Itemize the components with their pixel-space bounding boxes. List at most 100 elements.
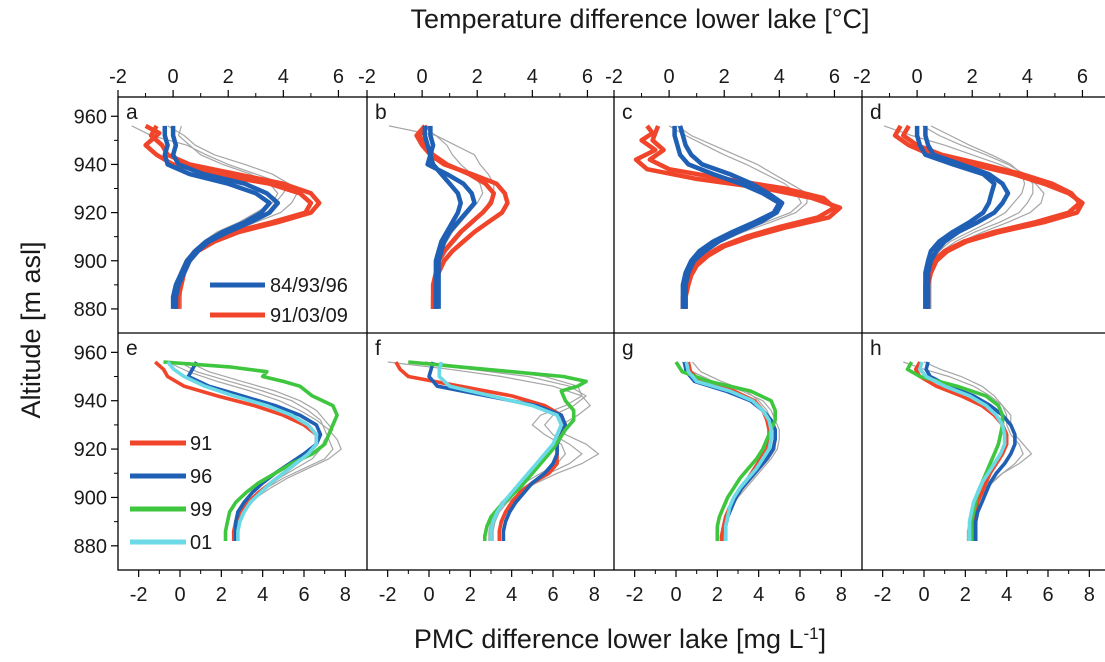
panel-letter-h: h <box>870 337 882 360</box>
top-x-tick-label: 4 <box>278 66 289 88</box>
panel-letter-b: b <box>375 101 387 124</box>
bottom-x-tick-label: 2 <box>216 584 227 606</box>
top-x-axis: -2 0 2 4 6 -2 0 2 4 6 -2 0 2 4 6 -2 0 2 4 6 <box>109 66 1088 97</box>
bottom-axis-title-superscript: -1 <box>804 624 819 643</box>
panel-letter-g: g <box>622 337 634 360</box>
top-x-tick-label: 0 <box>417 66 428 88</box>
legend-top-row: 84/93/96 91/03/09 <box>210 275 348 327</box>
bottom-x-tick-label: 8 <box>836 584 847 606</box>
gray-profile-line <box>387 361 600 541</box>
bottom-x-tick-label: 0 <box>670 584 681 606</box>
bottom-x-tick-label: 0 <box>423 584 434 606</box>
panel-letter-a: a <box>126 101 138 124</box>
legend-label: 99 <box>190 499 212 521</box>
legend-bottom-row: 91 96 99 01 <box>130 433 212 554</box>
blue-profile-line <box>162 125 272 309</box>
top-x-tick-label: 4 <box>774 66 785 88</box>
cyan-profile-line <box>437 361 564 541</box>
panel-c <box>633 124 843 309</box>
y-tick-label: 940 <box>74 391 107 413</box>
bottom-axis-title: PMC difference lower lake [mg L-1] <box>414 624 826 655</box>
panel-h <box>903 361 1033 541</box>
top-x-tick-label: 2 <box>472 66 483 88</box>
bottom-x-tick-label: 2 <box>712 584 723 606</box>
top-x-tick-label: 6 <box>333 66 344 88</box>
y-axis-title: Altitude [m asl] <box>16 241 46 418</box>
panel-letter-f: f <box>375 337 381 360</box>
y-tick-label: 900 <box>74 251 107 273</box>
top-x-tick-label: -2 <box>109 66 127 88</box>
bottom-x-tick-label: -2 <box>874 584 892 606</box>
top-x-tick-label: 2 <box>967 66 978 88</box>
panel-f <box>387 360 600 541</box>
top-x-tick-label: 0 <box>912 66 923 88</box>
top-x-tick-label: -2 <box>853 66 871 88</box>
green-profile-line <box>674 361 777 541</box>
bottom-x-tick-label: 8 <box>589 584 600 606</box>
top-x-tick-label: 2 <box>223 66 234 88</box>
bottom-x-tick-label: 0 <box>918 584 929 606</box>
bottom-x-tick-label: -2 <box>379 584 397 606</box>
top-x-tick-label: 6 <box>1077 66 1088 88</box>
bottom-x-tick-label: 6 <box>1042 584 1053 606</box>
y-axis: 880 900 920 940 960 880 900 920 940 960 <box>74 106 118 558</box>
blue-profile-line <box>923 125 1011 309</box>
bottom-x-tick-label: 4 <box>506 584 517 606</box>
top-x-tick-label: 2 <box>719 66 730 88</box>
top-x-tick-label: 0 <box>168 66 179 88</box>
y-tick-label: 960 <box>74 342 107 364</box>
bottom-x-tick-label: 6 <box>298 584 309 606</box>
bottom-axis-title-close: ] <box>819 624 827 654</box>
panel-letter-e: e <box>126 337 138 360</box>
bottom-x-tick-label: 4 <box>753 584 764 606</box>
cyan-profile-line <box>918 361 1007 541</box>
legend-label: 91/03/09 <box>270 305 348 327</box>
panel-letter-d: d <box>870 101 882 124</box>
panel-d <box>883 124 1085 309</box>
top-axis-title: Temperature difference lower lake [°C] <box>410 4 869 34</box>
top-x-tick-label: -2 <box>605 66 623 88</box>
bottom-axis-title-main: PMC difference lower lake [mg L <box>414 624 804 654</box>
panel-letter-c: c <box>622 101 633 124</box>
bottom-x-tick-label: 8 <box>1084 584 1095 606</box>
top-x-tick-label: -2 <box>358 66 376 88</box>
bottom-x-tick-label: 8 <box>340 584 351 606</box>
panel-b <box>388 124 510 309</box>
red-profile-line <box>913 361 1009 541</box>
y-tick-label: 960 <box>74 106 107 128</box>
green-profile-line <box>905 361 1005 541</box>
y-tick-label: 940 <box>74 154 107 176</box>
bottom-x-tick-label: 4 <box>257 584 268 606</box>
top-x-tick-label: 6 <box>582 66 593 88</box>
bottom-x-tick-label: -2 <box>626 584 644 606</box>
blue-profile-line <box>914 125 997 309</box>
bottom-x-axis: -2 0 2 4 6 8 -2 0 2 4 6 8 -2 0 2 4 6 8 -2 0 2 4 6 8 <box>130 570 1095 606</box>
bottom-x-tick-label: 0 <box>174 584 185 606</box>
bottom-x-tick-label: 6 <box>547 584 558 606</box>
legend-label: 91 <box>190 433 212 455</box>
top-x-tick-label: 6 <box>829 66 840 88</box>
bottom-x-tick-label: 2 <box>465 584 476 606</box>
legend-label: 01 <box>190 532 212 554</box>
y-tick-label: 880 <box>74 536 107 558</box>
bottom-x-tick-label: 4 <box>1001 584 1012 606</box>
legend-label: 96 <box>190 466 212 488</box>
bottom-x-tick-label: -2 <box>130 584 148 606</box>
top-x-tick-label: 0 <box>664 66 675 88</box>
blue-profile-line <box>427 361 568 541</box>
panel-e <box>154 360 342 541</box>
blue-profile-line <box>170 125 281 309</box>
cyan-profile-line <box>166 360 319 541</box>
legend-label: 84/93/96 <box>270 275 348 297</box>
cyan-profile-line <box>684 361 773 541</box>
top-x-tick-label: 4 <box>527 66 538 88</box>
bottom-x-tick-label: 2 <box>960 584 971 606</box>
blue-profile-line <box>677 125 785 309</box>
y-tick-label: 920 <box>74 439 107 461</box>
panel-g <box>674 361 780 541</box>
blue-profile-line <box>425 125 477 309</box>
y-tick-label: 920 <box>74 203 107 225</box>
